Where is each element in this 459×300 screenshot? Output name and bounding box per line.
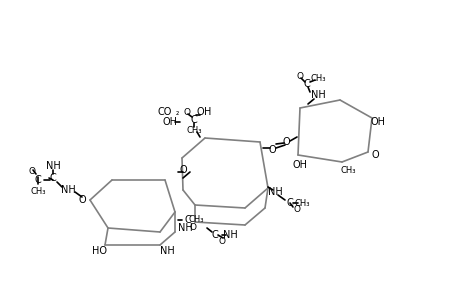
Text: OH: OH <box>369 117 385 127</box>
Text: O: O <box>296 71 303 80</box>
Text: NH: NH <box>177 223 192 233</box>
Text: NH: NH <box>61 185 75 195</box>
Text: O: O <box>268 145 275 155</box>
Text: O: O <box>183 107 190 116</box>
Text: NH: NH <box>310 90 325 100</box>
Text: C: C <box>190 115 197 125</box>
Text: OH: OH <box>162 117 177 127</box>
Text: O: O <box>196 107 203 117</box>
Text: CH₃: CH₃ <box>30 188 45 196</box>
Text: CH₃: CH₃ <box>309 74 325 82</box>
Text: C: C <box>50 173 56 183</box>
Text: O: O <box>189 223 196 232</box>
Text: HO: HO <box>92 246 107 256</box>
Text: CH₃: CH₃ <box>186 125 202 134</box>
Text: O: O <box>281 137 289 147</box>
Text: O: O <box>370 150 378 160</box>
Text: CO: CO <box>157 107 172 117</box>
Text: NH: NH <box>222 230 237 240</box>
Text: CH₃: CH₃ <box>188 215 203 224</box>
Text: C: C <box>34 175 41 185</box>
Text: OH: OH <box>292 160 307 170</box>
Text: C: C <box>286 198 293 208</box>
Text: ₂: ₂ <box>175 107 178 116</box>
Text: O: O <box>179 165 186 175</box>
Text: C: C <box>211 230 218 240</box>
Text: NH: NH <box>45 161 60 171</box>
Text: O: O <box>78 195 86 205</box>
Text: NH: NH <box>267 187 282 197</box>
Text: C: C <box>303 79 310 89</box>
Text: H: H <box>204 107 211 117</box>
Text: C: C <box>184 215 191 225</box>
Text: CH₃: CH₃ <box>340 166 355 175</box>
Text: O: O <box>293 206 300 214</box>
Text: NH: NH <box>159 246 174 256</box>
Text: O: O <box>28 167 35 176</box>
Text: O: O <box>218 236 225 245</box>
Text: CH₃: CH₃ <box>294 199 309 208</box>
